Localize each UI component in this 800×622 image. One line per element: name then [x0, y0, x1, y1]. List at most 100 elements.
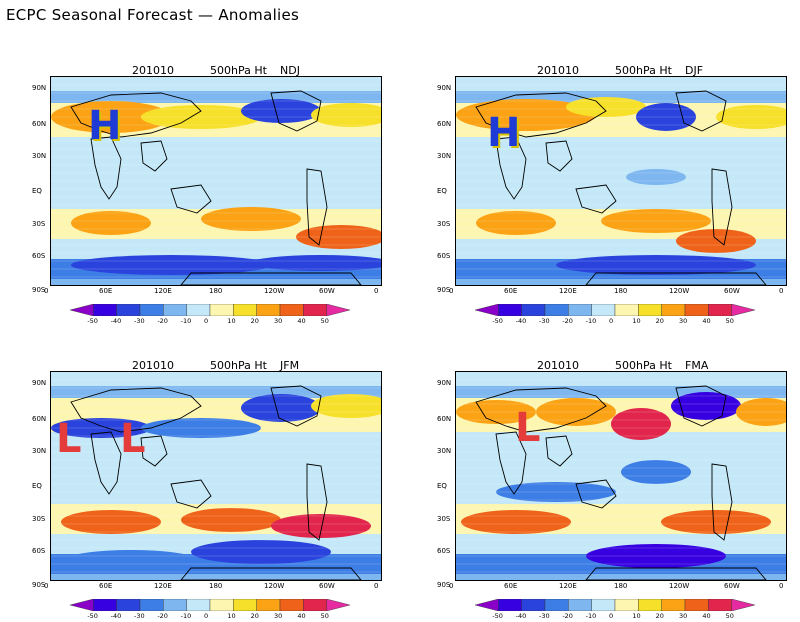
latitude-label: EQ — [437, 482, 447, 490]
colorbar-tick-label: -50 — [87, 317, 98, 325]
longitude-label: 60E — [99, 287, 113, 295]
colorbar-tick-label: 40 — [297, 317, 306, 325]
longitude-label: 60W — [319, 582, 335, 590]
colorbar-segment — [731, 599, 755, 611]
coastline — [495, 431, 527, 495]
longitude-label: 0 — [374, 287, 379, 295]
coastline — [180, 567, 362, 580]
colorbar-segment — [638, 304, 662, 316]
panel-date: 201010 — [132, 64, 174, 77]
panel-variable: 500hPa Ht — [615, 64, 672, 77]
anomaly-region — [456, 400, 536, 424]
anomaly-region — [311, 103, 381, 127]
anomaly-region — [251, 255, 381, 271]
colorbar-segment — [163, 599, 187, 611]
anomaly-region — [536, 398, 616, 426]
anomaly-band — [456, 77, 786, 91]
colorbar-segment — [279, 304, 304, 316]
anomaly-band — [456, 137, 786, 167]
colorbar-tick-label: -50 — [87, 612, 98, 620]
latitude-label: 90N — [32, 379, 47, 387]
anomaly-band — [456, 432, 786, 462]
forecast-panel-djf: 201010 500hPa Ht DJF 90N 60N 30N EQ 30S 60S 90… — [437, 62, 795, 327]
anomaly-region — [676, 229, 756, 253]
latitude-label: 90S — [437, 286, 451, 294]
colorbar-tick-label: 20 — [250, 612, 259, 620]
longitude-label: 180 — [614, 582, 628, 590]
latitude-label: 30N — [32, 152, 47, 160]
latitude-label: 60N — [32, 120, 47, 128]
anomaly-band — [51, 372, 381, 386]
longitude-label: 120E — [559, 287, 577, 295]
anomaly-field — [456, 372, 786, 580]
colorbar-segment — [93, 599, 117, 611]
anomaly-region — [671, 392, 741, 420]
latitude-label: 60S — [437, 547, 451, 555]
colorbar-tick-label: 50 — [725, 317, 734, 325]
anomaly-region — [461, 510, 571, 534]
colorbar-tick-label: -20 — [562, 317, 573, 325]
longitude-label: 120W — [669, 287, 690, 295]
panel-title: 201010 500hPa Ht JFM — [50, 357, 390, 373]
colorbar-tick-label: 40 — [297, 612, 306, 620]
anomaly-band — [51, 574, 381, 580]
coastline — [575, 184, 617, 214]
colorbar-segment — [731, 304, 755, 316]
coastline — [70, 387, 202, 433]
colorbar — [475, 304, 755, 316]
coastline — [711, 168, 733, 246]
latitude-label: 60N — [32, 415, 47, 423]
colorbar-segment — [303, 599, 327, 611]
panel-season: JFM — [280, 359, 300, 372]
coastline — [270, 90, 322, 132]
latitude-label: EQ — [32, 482, 42, 490]
longitude-label: 0 — [449, 582, 454, 590]
colorbar-tick-label: -20 — [562, 612, 573, 620]
anomaly-region — [661, 510, 771, 534]
colorbar-tick-label: 50 — [725, 612, 734, 620]
latitude-label: 30S — [437, 220, 451, 228]
colorbar-tick-label: -10 — [585, 612, 597, 620]
latitude-label: 90S — [32, 286, 46, 294]
colorbar-tick-label: 20 — [655, 317, 664, 325]
longitude-label: 120W — [669, 582, 690, 590]
longitude-label: 120W — [264, 582, 285, 590]
latitude-label: 90N — [437, 84, 452, 92]
colorbar-tick-label: -30 — [134, 317, 145, 325]
anomaly-region — [201, 207, 301, 231]
latitude-label: 90S — [437, 581, 451, 589]
colorbar-segment — [256, 304, 281, 316]
anomaly-region — [621, 460, 691, 484]
low-pressure-marker: L — [120, 416, 146, 462]
forecast-panel-fma: 201010 500hPa Ht FMA 90N 60N 30N EQ 30S 60S 90… — [437, 357, 795, 622]
longitude-label: 60W — [319, 287, 335, 295]
latitude-label: 30N — [32, 447, 47, 455]
coastline — [475, 387, 607, 433]
anomaly-region — [716, 105, 786, 129]
anomaly-band — [456, 574, 786, 580]
colorbar-segment — [70, 599, 94, 611]
panel-date: 201010 — [132, 359, 174, 372]
anomaly-band — [456, 167, 786, 209]
anomaly-band — [456, 279, 786, 285]
coastline — [585, 567, 767, 580]
colorbar-tick-label: 30 — [274, 317, 283, 325]
longitude-label: 0 — [44, 287, 49, 295]
panel-variable: 500hPa Ht — [615, 359, 672, 372]
colorbar-tick-label: 10 — [632, 317, 641, 325]
colorbar-segment — [521, 304, 546, 316]
colorbar-segment — [614, 304, 639, 316]
colorbar-segment — [638, 599, 662, 611]
colorbar-segment — [684, 599, 709, 611]
colorbar-segment — [233, 599, 257, 611]
colorbar-tick-label: -30 — [134, 612, 145, 620]
colorbar-segment — [591, 304, 616, 316]
coastline — [70, 92, 202, 138]
colorbar-segment — [186, 304, 211, 316]
colorbar-segment — [163, 304, 187, 316]
colorbar-tick-label: -40 — [110, 317, 122, 325]
anomaly-region — [241, 394, 321, 422]
latitude-label: EQ — [32, 187, 42, 195]
colorbar-tick-label: -40 — [515, 317, 527, 325]
anomaly-region — [636, 103, 696, 131]
